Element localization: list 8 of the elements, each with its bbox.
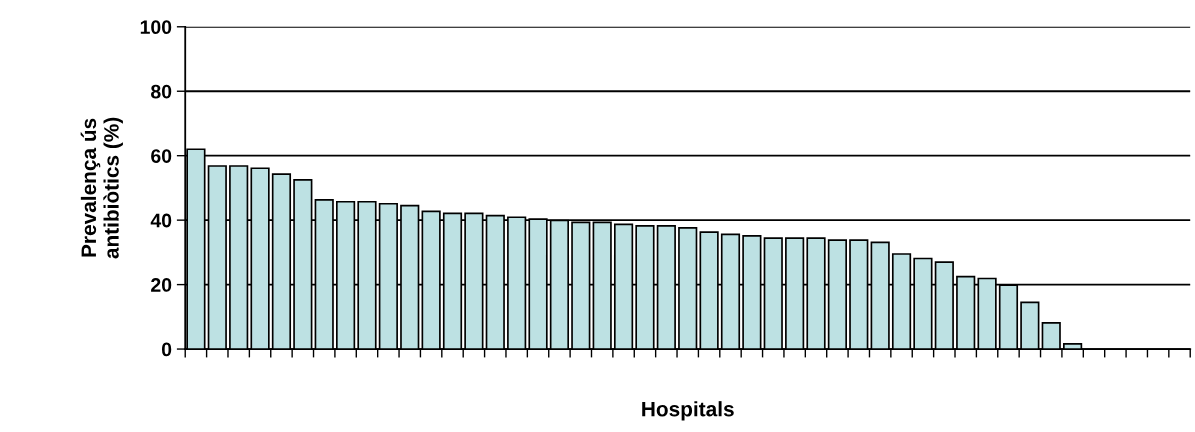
y-tick-label: 100 (140, 20, 172, 35)
y-axis-title: Prevalença ús antibiòtics (%) (80, 117, 123, 259)
y-tick-label: 80 (151, 84, 172, 99)
y-tick-label: 0 (161, 342, 172, 357)
y-tick-label: 20 (151, 278, 172, 292)
y-tick-label: 60 (151, 149, 172, 163)
x-axis-title: Hospitals (642, 401, 734, 421)
y-tick-label: 40 (150, 213, 172, 228)
